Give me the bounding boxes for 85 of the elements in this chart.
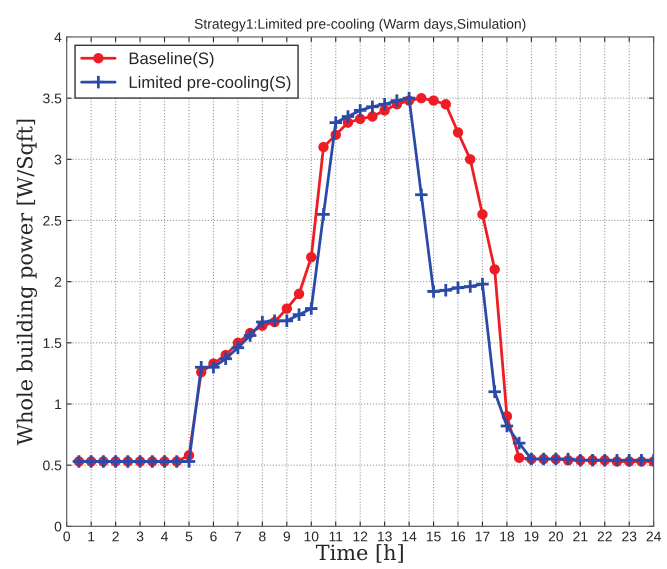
- point: [487, 384, 502, 400]
- point: [440, 99, 451, 110]
- point: [282, 303, 292, 314]
- point: [426, 284, 442, 300]
- x-tick-label: 24: [646, 532, 661, 542]
- y-tick-label: 1.5: [44, 338, 62, 348]
- point: [514, 452, 524, 464]
- point: [622, 452, 637, 468]
- legend-label: Limited pre-cooling(S): [130, 76, 290, 92]
- point: [438, 282, 454, 298]
- x-tick-label: 15: [426, 532, 441, 542]
- x-tick-label: 3: [136, 532, 144, 542]
- x-tick-label: 23: [622, 532, 636, 542]
- y-tick-label: 1: [55, 399, 62, 410]
- x-tick-label: 11: [330, 532, 342, 542]
- y-tick-label: 3: [54, 154, 62, 164]
- point: [194, 360, 209, 375]
- x-tick-label: 21: [573, 532, 588, 542]
- point: [416, 92, 427, 104]
- point: [428, 95, 439, 106]
- point: [318, 142, 329, 152]
- point: [218, 351, 234, 366]
- point: [462, 278, 478, 294]
- point: [306, 252, 316, 262]
- x-tick-label: 16: [451, 532, 466, 542]
- point: [316, 206, 332, 222]
- point: [364, 99, 380, 114]
- point: [499, 418, 515, 434]
- x-tick-label: 19: [524, 532, 538, 542]
- x-tick-label: 5: [186, 532, 192, 542]
- x-tick-label: 14: [402, 532, 416, 542]
- y-tick-label: 2.5: [43, 216, 62, 226]
- x-tick-label: 2: [112, 532, 119, 542]
- point: [609, 452, 625, 468]
- point: [304, 300, 319, 316]
- point: [354, 114, 366, 124]
- point: [389, 92, 405, 108]
- x-tick-label: 1: [88, 532, 94, 542]
- x-tick-label: 10: [304, 532, 318, 542]
- x-tick-label: 6: [210, 532, 217, 542]
- x-tick-label: 18: [500, 532, 514, 542]
- point: [294, 288, 304, 300]
- point: [352, 102, 368, 118]
- point: [279, 313, 294, 328]
- y-tick-label: 3.5: [43, 93, 62, 104]
- point: [452, 127, 464, 138]
- x-tick-label: 8: [259, 532, 266, 542]
- point: [291, 307, 307, 322]
- x-tick-label: 4: [160, 532, 168, 542]
- x-tick-label: 12: [354, 532, 368, 542]
- point: [489, 264, 500, 275]
- point: [376, 96, 392, 112]
- point: [560, 451, 576, 467]
- x-tick-label: 17: [476, 532, 490, 542]
- x-tick-label: 9: [284, 532, 290, 542]
- point: [450, 280, 466, 296]
- y-tick-label: 2: [54, 276, 62, 287]
- point: [254, 314, 270, 330]
- point: [477, 209, 488, 220]
- chart-title: Strategy1:Limited pre-cooling (Warm days,Simulation): [194, 18, 526, 32]
- x-tick-label: 22: [598, 532, 612, 542]
- point: [230, 340, 246, 356]
- point: [181, 454, 197, 470]
- point: [242, 328, 258, 344]
- y-axis-title: Whole building power [W/Sqft]: [16, 120, 37, 446]
- y-tick-label: 4: [54, 32, 62, 42]
- point: [474, 276, 490, 292]
- x-axis-title: Time [h]: [316, 544, 403, 563]
- point: [206, 360, 222, 375]
- x-tick-label: 0: [63, 532, 70, 542]
- point: [340, 108, 356, 124]
- point: [414, 187, 429, 202]
- point: [367, 111, 378, 122]
- point: [634, 452, 650, 468]
- y-tick-label: 0: [54, 522, 62, 532]
- point: [266, 313, 282, 328]
- point: [512, 435, 527, 451]
- x-tick-label: 20: [548, 532, 564, 542]
- point: [328, 114, 344, 130]
- point: [465, 154, 476, 165]
- legend-label: Baseline(S): [130, 52, 214, 68]
- x-tick-label: 13: [378, 532, 392, 542]
- point: [401, 90, 417, 106]
- y-tick-label: 0.5: [43, 460, 62, 470]
- x-tick-label: 7: [234, 532, 242, 542]
